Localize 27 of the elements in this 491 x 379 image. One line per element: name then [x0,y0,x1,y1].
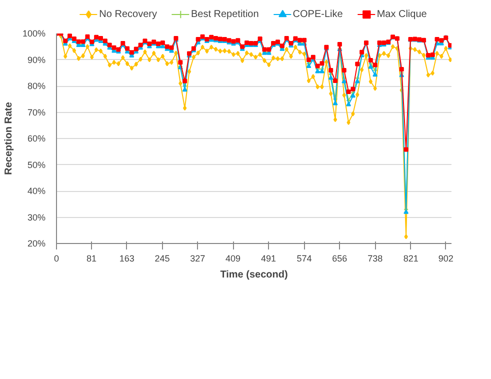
x-tick-label: 327 [190,254,206,264]
y-tick-label: 30% [27,212,46,222]
x-axis-title: Time (second) [220,270,288,280]
x-tick-label: 81 [86,254,96,264]
x-tick-label: 491 [260,254,276,264]
legend-label: No Recovery [99,8,157,20]
legend-label: COPE-Like [292,8,343,20]
legend-label: Max Clique [376,8,427,20]
y-tick-label: 40% [27,186,46,196]
y-tick-label: 80% [27,81,46,91]
x-tick-label: 245 [154,254,170,264]
legend-label: Best Repetition [190,8,259,20]
y-tick-label: 20% [27,238,46,248]
y-tick-label: 100% [22,28,46,38]
y-tick-label: 60% [27,134,46,144]
y-tick-label: 50% [27,160,46,170]
x-tick-label: 738 [368,254,383,264]
x-tick-label: 902 [438,254,454,264]
x-tick-label: 409 [226,254,241,264]
y-axis-title: Reception Rate [3,102,14,175]
x-tick-label: 821 [403,254,418,264]
y-tick-label: 90% [27,54,46,65]
x-tick-label: 163 [119,254,134,264]
x-tick-label: 656 [332,254,348,264]
x-tick-label: 574 [296,254,312,264]
x-tick-label: 0 [54,254,60,264]
y-tick-label: 70% [27,107,46,118]
